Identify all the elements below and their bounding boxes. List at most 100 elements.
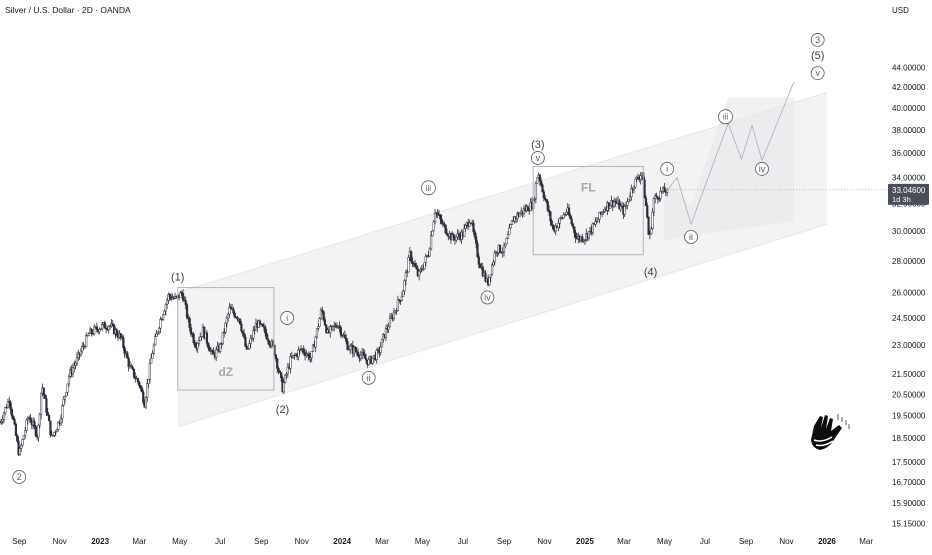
y-tick-label: 36.00000 [892, 149, 926, 158]
candle-body [440, 218, 443, 224]
candle-body [492, 261, 495, 266]
candle-body [24, 430, 27, 436]
candle-body [1, 419, 4, 422]
candle-body [253, 329, 256, 332]
candle-body [379, 346, 382, 353]
wave-label-iii: iii [723, 113, 729, 122]
candle-body [154, 336, 157, 346]
x-tick-label: Nov [779, 537, 793, 546]
y-tick-label: 24.50000 [892, 314, 926, 323]
x-tick-label: 2025 [576, 537, 594, 546]
candles-layer [0, 171, 669, 456]
candle-body [443, 223, 446, 226]
candle-body [489, 274, 492, 278]
candle-body [630, 188, 633, 198]
x-tick-label: Sep [12, 537, 27, 546]
candle-body [591, 223, 594, 233]
y-tick-label: 18.50000 [892, 434, 926, 443]
candle-body [0, 422, 2, 424]
candle-body [567, 207, 571, 216]
candle-body [371, 357, 374, 364]
wave-label-2: 2 [17, 472, 22, 482]
candle-body [115, 329, 118, 336]
candle-body [196, 342, 199, 349]
candle-body [415, 266, 418, 270]
candle-body [207, 342, 210, 348]
candle-body [250, 337, 254, 340]
candle-body [63, 395, 67, 400]
candle-body [472, 222, 475, 232]
candle-body [548, 209, 551, 213]
candle-body [284, 374, 287, 383]
candle-body [215, 349, 218, 358]
candle-body [280, 372, 283, 379]
candle-body [457, 233, 461, 237]
candle-body [538, 174, 541, 182]
candle-body [479, 264, 482, 269]
candle-body [387, 326, 390, 330]
y-tick-label: 44.00000 [892, 63, 926, 72]
candle-body [152, 344, 155, 354]
wave-circle [280, 311, 295, 325]
x-tick-label: Nov [537, 537, 551, 546]
candle-body [37, 424, 40, 438]
candle-body [628, 196, 632, 201]
candle-body [433, 212, 437, 222]
candle-body [71, 367, 75, 375]
candle-body [317, 326, 320, 329]
candle-body [536, 177, 539, 185]
candle-body [597, 218, 600, 222]
y-tick-label: 34.00000 [892, 174, 926, 183]
candle-body [258, 320, 262, 325]
candle-body [229, 306, 232, 310]
candle-body [219, 343, 222, 352]
y-tick-label: 26.00000 [892, 288, 926, 297]
candle-body [643, 179, 646, 199]
x-tick-label: Sep [497, 537, 512, 546]
candle-body [626, 201, 629, 206]
candle-body [99, 327, 102, 330]
y-tick-label: 15.15000 [892, 520, 926, 529]
candle-body [95, 326, 98, 330]
candle-body [565, 212, 568, 215]
projection-band [664, 97, 794, 240]
candle-body [581, 236, 584, 242]
x-tick-label: Sep [739, 537, 754, 546]
candle-body [513, 216, 516, 222]
candle-body [345, 337, 348, 342]
candle-body [422, 268, 425, 271]
candle-body [142, 391, 145, 403]
candle-body [47, 414, 51, 422]
candle-body [659, 190, 662, 199]
symbol-title[interactable]: Silver / U.S. Dollar · 2D · OANDA [5, 5, 131, 15]
candle-body [346, 341, 349, 350]
candle-body [436, 212, 439, 215]
candle-body [74, 362, 77, 366]
y-tick-label: 30.00000 [892, 227, 926, 236]
candle-body [490, 264, 494, 276]
candle-body [40, 392, 43, 415]
wave-circle [755, 162, 769, 176]
candle-body [634, 178, 637, 188]
currency-button[interactable]: USD [886, 4, 926, 18]
wave-circle [480, 290, 495, 305]
candle-body [595, 220, 598, 223]
candle-body [87, 333, 90, 336]
candle-body [147, 379, 150, 384]
candle-body [612, 201, 616, 207]
candle-body [130, 365, 133, 368]
candle-body [200, 336, 203, 338]
candle-body [562, 214, 565, 219]
candle-body [166, 299, 169, 305]
candle-body [540, 180, 543, 186]
candle-body [42, 387, 45, 396]
candle-body [493, 252, 496, 263]
y-tick-label: 16.70000 [892, 478, 926, 487]
candle-body [424, 256, 427, 263]
candle-body [314, 336, 317, 348]
candle-body [636, 177, 640, 180]
candle-body [652, 198, 655, 213]
